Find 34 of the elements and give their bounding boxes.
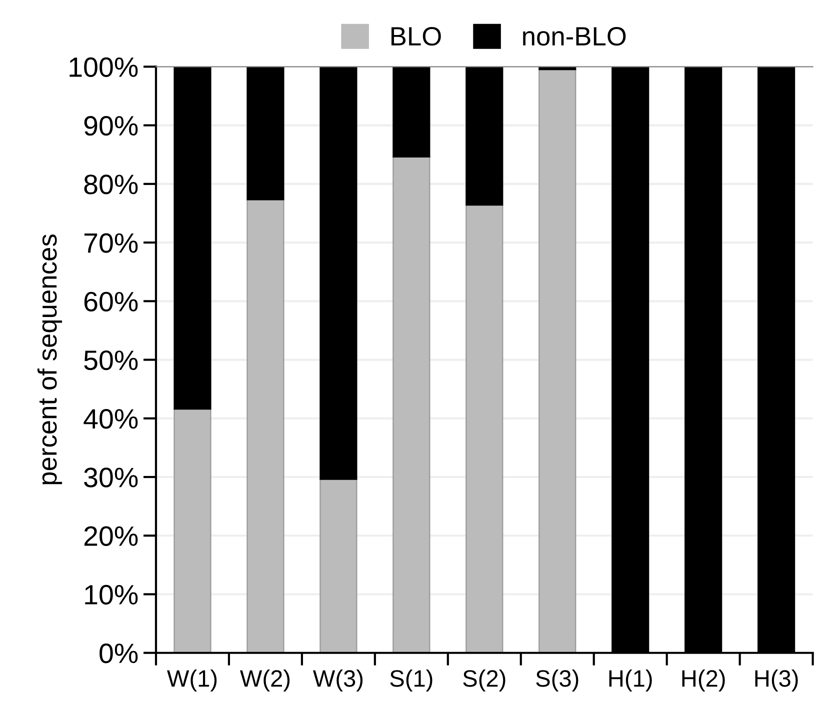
y-tick-label: 90% [84,116,138,136]
legend-label: non-BLO [523,26,626,46]
y-tick-label: 10% [85,584,138,605]
y-tick-label: 80% [84,174,138,194]
y-tick-label: 70% [84,233,138,253]
x-tick-label: H(2) [682,670,725,692]
x-tick-label: H(1) [609,670,652,692]
bar [466,66,504,206]
y-tick-label: 50% [84,350,138,370]
x-tick-label: W(1) [167,670,217,692]
bar [174,66,212,410]
bar [392,156,430,653]
bar [392,66,430,158]
y-tick-label: 20% [84,526,138,546]
y-axis-title: percent of sequences [37,234,62,484]
x-tick-label: H(3) [755,670,798,692]
bar [246,66,284,200]
y-tick-label: 40% [84,409,138,429]
bar [320,66,358,480]
bar [466,204,504,653]
x-tick-label: S(1) [390,670,432,692]
y-tick-label: 30% [84,468,138,488]
y-tick-label: 60% [84,292,138,312]
bar [246,199,284,653]
x-tick-label: W(3) [312,670,363,692]
y-tick-label: 0% [100,644,138,664]
legend-label: BLO [392,26,441,46]
bar [320,478,358,653]
x-tick-label: S(2) [463,670,506,692]
bar [174,408,212,653]
bar [538,69,576,653]
x-tick-label: W(2) [240,670,290,692]
y-tick-label: 100% [70,57,138,78]
x-tick-label: S(3) [536,670,578,692]
